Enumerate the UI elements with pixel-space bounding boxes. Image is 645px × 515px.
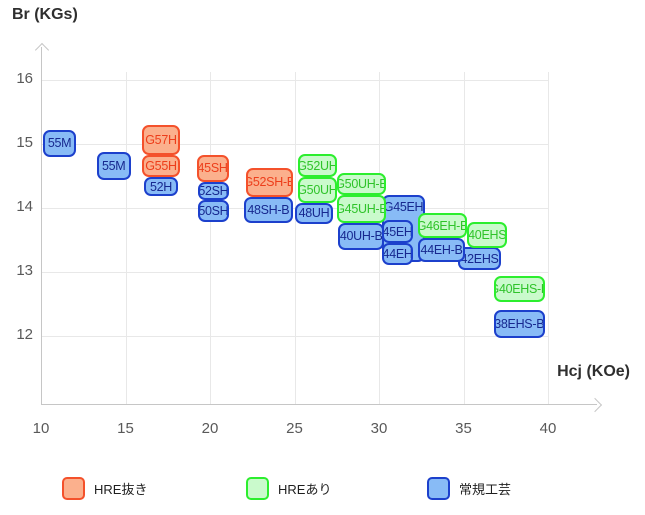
y-axis-line [41, 47, 42, 404]
grade-box-g50uh-b[interactable]: G50UH-B [336, 172, 386, 196]
grade-box-48sh-b[interactable]: 48SH-B [243, 197, 293, 223]
grade-box-label: G40EHS-B [496, 281, 543, 296]
x-axis-arrow-icon [587, 397, 603, 413]
grade-box-g46eh-b[interactable]: G46EH-B [417, 213, 467, 239]
x-axis-line [41, 404, 597, 405]
grade-box-label: 40UH-B [339, 229, 383, 244]
grade-box-label: 45SH [197, 161, 228, 176]
x-tick-label: 10 [32, 420, 50, 437]
grade-box-52sh[interactable]: 52SH [198, 181, 229, 200]
grade-box-label: G50UH [297, 183, 337, 198]
grade-box-label: 48SH-B [247, 202, 290, 217]
x-tick-label: 35 [455, 420, 472, 437]
legend-label-conventional: 常規工芸 [459, 481, 512, 497]
legend-swatch-hre-removed [62, 476, 85, 500]
grade-box-50sh[interactable]: 50SH [198, 199, 229, 223]
grade-box-g52sh-b[interactable]: G52SH-B [245, 167, 293, 198]
grade-box-38ehs-b[interactable]: 38EHS-B [493, 309, 545, 338]
grade-box-label: G52UH [297, 158, 337, 173]
legend-label-hre-removed: HRE抜き [94, 481, 148, 497]
grade-box-g40ehs-b[interactable]: G40EHS-B [493, 275, 545, 302]
grade-box-44eh[interactable]: 44EH [382, 243, 413, 265]
y-axis-title: Br (KGs) [12, 6, 78, 23]
grade-box-52h[interactable]: 52H [144, 177, 178, 196]
grade-box-44eh-b[interactable]: 44EH-B [417, 238, 466, 262]
y-tick-label: 16 [16, 70, 33, 87]
grade-box-label: 42EHS [460, 251, 499, 266]
x-tick-label: 25 [286, 420, 303, 437]
x-tick-label: 30 [370, 420, 388, 437]
gridline-horizontal [41, 80, 548, 81]
legend-item-hre-present[interactable]: HREあり [246, 476, 331, 500]
gridline-horizontal [41, 144, 548, 145]
grade-box-label: G45UH-B [336, 201, 386, 216]
gridline-horizontal [41, 336, 548, 337]
x-axis-title: Hcj (KOe) [557, 363, 630, 380]
x-tick-label: 40 [539, 420, 557, 437]
legend-item-conventional[interactable]: 常規工芸 [427, 476, 511, 500]
grade-box-g45uh-b[interactable]: G45UH-B [336, 195, 386, 223]
grade-box-label: G55H [145, 159, 177, 174]
gridline-vertical [463, 72, 465, 404]
grade-box-g50uh[interactable]: G50UH [297, 177, 337, 203]
grade-box-label: 44EH [382, 247, 413, 262]
y-axis-arrow-icon [34, 42, 50, 58]
grade-box-45eh[interactable]: 45EH [382, 220, 413, 244]
gridline-vertical [294, 72, 296, 404]
grade-box-g57h[interactable]: G57H [142, 124, 180, 155]
grade-box-label: G50UH-B [336, 176, 386, 191]
grade-box-label: 40EHS [468, 227, 507, 242]
grade-box-label: G46EH-B [417, 218, 467, 233]
grade-box-label: 52SH [198, 183, 229, 198]
y-tick-label: 13 [16, 262, 33, 279]
grade-box-label: 48UH [298, 206, 330, 221]
grade-box-label: 44EH-B [420, 242, 463, 257]
grade-box-label: 38EHS-B [494, 316, 545, 331]
x-tick-label: 20 [201, 420, 219, 437]
y-tick-label: 12 [16, 326, 33, 343]
legend-item-hre-removed[interactable]: HRE抜き [62, 476, 147, 500]
legend-swatch-hre-present [246, 476, 269, 500]
gridline-vertical [548, 72, 549, 404]
grade-box-40ehs[interactable]: 40EHS [466, 222, 508, 248]
grade-box-label: 50SH [198, 203, 229, 218]
grade-box-label: G52SH-B [245, 175, 293, 190]
grade-box-label: G45EH [383, 200, 424, 215]
grade-box-40uh-b[interactable]: 40UH-B [338, 222, 384, 251]
gridline-horizontal [41, 272, 548, 273]
legend-label-hre-present: HREあり [278, 481, 332, 497]
grade-box-55m[interactable]: 55M [42, 129, 77, 157]
grade-box-55m[interactable]: 55M [96, 151, 131, 180]
grade-box-g52uh[interactable]: G52UH [297, 154, 337, 178]
grade-box-label: 55M [47, 136, 72, 151]
grade-box-g55h[interactable]: G55H [142, 154, 180, 178]
gridline-vertical [125, 72, 127, 404]
grade-box-label: 55M [101, 158, 126, 173]
grade-box-48uh[interactable]: 48UH [294, 202, 334, 224]
grade-box-label: G57H [145, 132, 177, 147]
legend: HRE抜き HREあり 常規工芸 [0, 476, 645, 502]
grade-box-label: 52H [149, 179, 172, 194]
x-tick-label: 15 [117, 420, 134, 437]
legend-swatch-conventional [427, 476, 450, 500]
y-tick-label: 14 [16, 198, 33, 215]
gridline-vertical [210, 72, 211, 404]
y-tick-label: 15 [16, 134, 33, 151]
grade-box-45sh[interactable]: 45SH [196, 154, 229, 182]
grade-box-label: 45EH [382, 224, 413, 239]
